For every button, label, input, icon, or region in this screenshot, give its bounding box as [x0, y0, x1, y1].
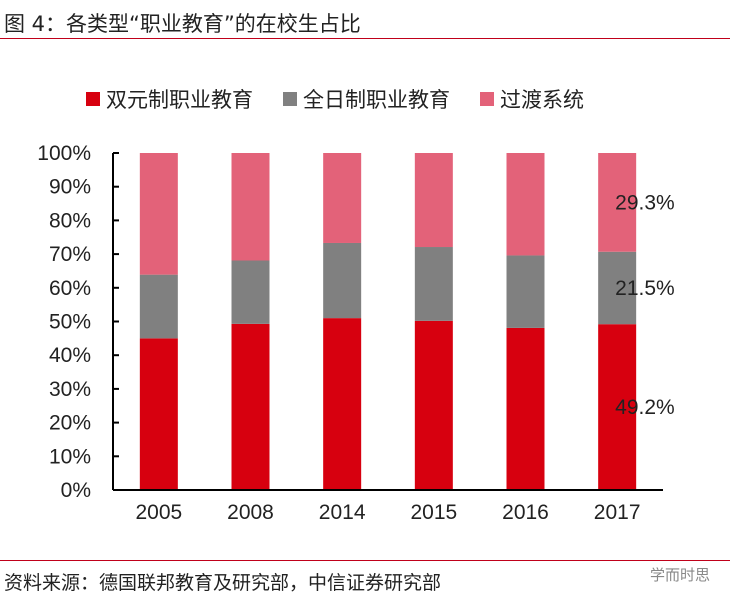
- bar-segment: [598, 251, 637, 325]
- y-tick-label: 20%: [49, 412, 91, 435]
- legend-item: 双元制职业教育: [86, 84, 253, 114]
- bar-segment: [231, 323, 270, 490]
- source-divider: [0, 560, 730, 561]
- y-tick-label: 30%: [49, 378, 91, 401]
- bar-segment: [598, 153, 637, 252]
- x-tick-label: 2016: [502, 501, 549, 524]
- legend-label: 全日制职业教育: [303, 88, 450, 112]
- y-tick-label: 60%: [49, 277, 91, 300]
- title-divider: [0, 38, 730, 39]
- figure-title: 图 4：各类型“职业教育”的在校生占比: [4, 12, 361, 36]
- legend-label: 双元制职业教育: [106, 88, 253, 112]
- bar-segment: [139, 274, 178, 339]
- bar-segment: [414, 153, 453, 248]
- legend-label: 过渡系统: [500, 88, 584, 112]
- y-tick-label: 40%: [49, 344, 91, 367]
- y-tick-label: 90%: [49, 176, 91, 199]
- bar-segment: [231, 260, 270, 324]
- x-tick-label: 2015: [410, 501, 457, 524]
- bar-segment: [139, 153, 178, 275]
- legend-swatch: [283, 92, 297, 106]
- bar-segment: [506, 153, 545, 256]
- y-tick-label: 10%: [49, 445, 91, 468]
- bar-segment: [323, 242, 362, 319]
- y-tick-label: 0%: [61, 479, 91, 502]
- legend: 双元制职业教育 全日制职业教育 过渡系统: [86, 84, 584, 114]
- legend-swatch: [480, 92, 494, 106]
- y-tick-label: 70%: [49, 243, 91, 266]
- y-tick-label: 100%: [37, 142, 91, 165]
- bar-segment: [414, 320, 453, 490]
- y-tick-label: 80%: [49, 209, 91, 232]
- legend-item: 全日制职业教育: [283, 84, 450, 114]
- x-tick-label: 2008: [227, 501, 274, 524]
- bar-segment: [598, 324, 637, 490]
- bar-segment: [323, 153, 362, 243]
- legend-item: 过渡系统: [480, 84, 584, 114]
- bar-segment: [506, 255, 545, 328]
- source-note: 资料来源：德国联邦教育及研究部，中信证券研究部: [4, 572, 442, 594]
- x-tick-label: 2005: [135, 501, 182, 524]
- bar-segment: [506, 327, 545, 490]
- data-label: 21.5%: [615, 277, 675, 300]
- bar-segment: [231, 153, 270, 261]
- x-tick-label: 2014: [319, 501, 366, 524]
- bar-segment: [414, 247, 453, 321]
- legend-swatch: [86, 92, 100, 106]
- y-tick-label: 50%: [49, 311, 91, 334]
- bar-segment: [139, 338, 178, 490]
- data-label: 29.3%: [615, 191, 675, 214]
- data-label: 49.2%: [615, 396, 675, 419]
- watermark: 学而时思: [649, 566, 710, 584]
- x-tick-label: 2017: [594, 501, 641, 524]
- bar-segment: [323, 318, 362, 490]
